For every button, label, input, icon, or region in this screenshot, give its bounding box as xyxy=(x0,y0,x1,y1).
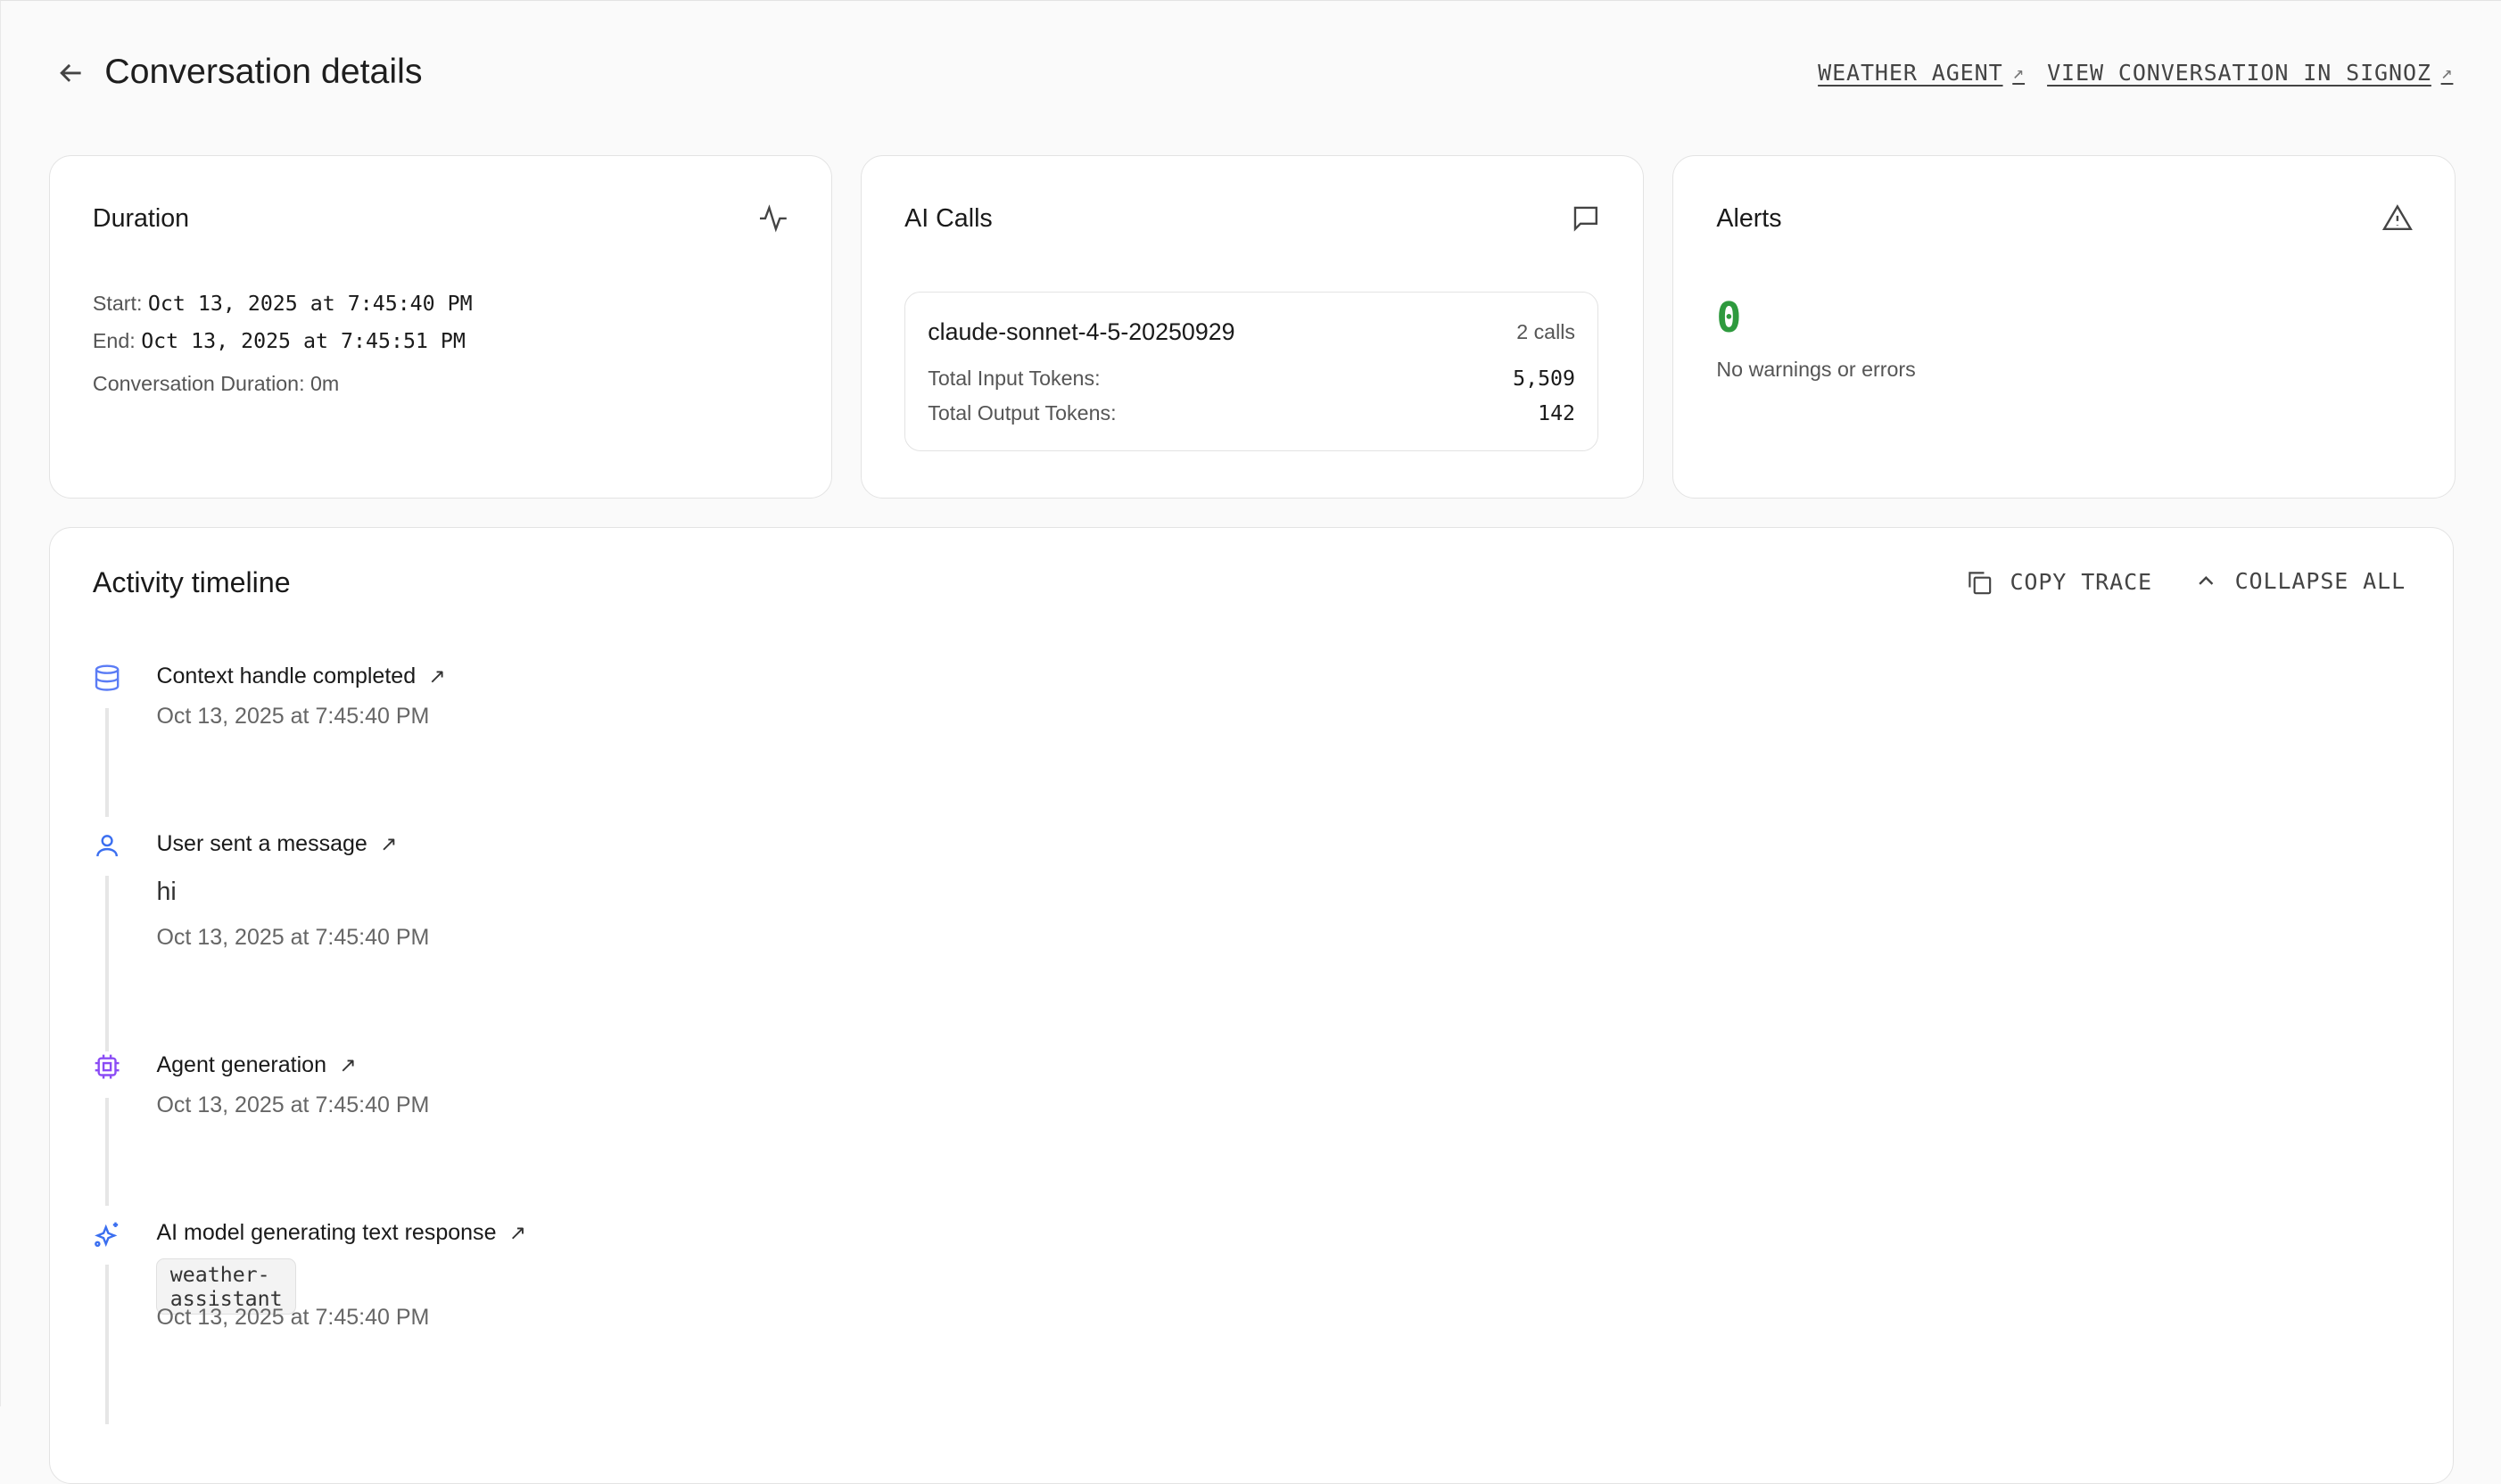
view-in-signoz-link[interactable]: VIEW CONVERSATION IN SIGNOZ ↗ xyxy=(2047,60,2453,86)
event-title-link[interactable]: User sent a message ↗ xyxy=(156,831,397,857)
event-message: hi xyxy=(156,877,177,906)
ai-calls-title: AI Calls xyxy=(904,204,993,234)
event-time: Oct 13, 2025 at 7:45:40 PM xyxy=(156,703,430,729)
model-usage-box: claude-sonnet-4-5-20250929 2 calls Total… xyxy=(904,292,1599,452)
start-row: Start: Oct 13, 2025 at 7:45:40 PM xyxy=(93,292,473,316)
event-time: Oct 13, 2025 at 7:45:40 PM xyxy=(156,925,430,951)
view-in-signoz-label: VIEW CONVERSATION IN SIGNOZ xyxy=(2047,60,2431,87)
copy-trace-button[interactable]: COPY TRACE xyxy=(1965,568,2152,597)
event-title-link[interactable]: AI model generating text response ↗ xyxy=(156,1220,526,1246)
alerts-card: Alerts 0 No warnings or errors xyxy=(1672,155,2456,499)
collapse-all-button[interactable]: COLLAPSE ALL xyxy=(2193,568,2406,594)
conversation-duration: Conversation Duration: 0m xyxy=(92,371,340,395)
timeline-title: Activity timeline xyxy=(92,566,291,599)
header-links: WEATHER AGENT ↗ VIEW CONVERSATION IN SIGN… xyxy=(1818,60,2453,86)
warning-triangle-icon xyxy=(2381,204,2413,231)
arrow-up-right-icon: ↗ xyxy=(428,664,446,688)
start-label: Start: xyxy=(92,292,143,316)
copy-icon xyxy=(1969,572,1992,595)
weather-agent-label: WEATHER AGENT xyxy=(1818,60,2003,87)
duration-title: Duration xyxy=(92,204,190,234)
sparkles-icon xyxy=(95,1222,119,1248)
event-time: Oct 13, 2025 at 7:45:40 PM xyxy=(156,1092,430,1118)
end-value: Oct 13, 2025 at 7:45:51 PM xyxy=(141,328,466,353)
input-tokens-value: 5,509 xyxy=(1513,366,1576,391)
event-title: Agent generation xyxy=(156,1052,327,1078)
timeline-connector xyxy=(105,708,109,817)
chevron-up-icon xyxy=(2199,576,2214,585)
copy-trace-label: COPY TRACE xyxy=(2010,569,2152,596)
event-title-link[interactable]: Context handle completed ↗ xyxy=(156,664,445,689)
activity-timeline-card: Activity timeline COPY TRACE COLLAPSE AL… xyxy=(48,527,2455,1484)
start-value: Oct 13, 2025 at 7:45:40 PM xyxy=(147,292,473,317)
arrow-up-right-icon: ↗ xyxy=(380,831,398,855)
end-label: End: xyxy=(92,328,136,352)
alert-count: 0 xyxy=(1716,293,1742,342)
alerts-title: Alerts xyxy=(1716,204,1782,234)
ai-calls-card: AI Calls claude-sonnet-4-5-20250929 2 ca… xyxy=(860,155,1644,499)
event-title: User sent a message xyxy=(156,830,367,856)
event-title-link[interactable]: Agent generation ↗ xyxy=(156,1052,356,1078)
arrow-up-right-icon: ↗ xyxy=(339,1053,357,1077)
arrow-up-right-icon: ↗ xyxy=(508,1221,527,1245)
end-row: End: Oct 13, 2025 at 7:45:51 PM xyxy=(93,329,466,353)
input-tokens-label: Total Input Tokens: xyxy=(928,366,1101,390)
activity-icon xyxy=(760,204,788,233)
back-arrow-icon[interactable] xyxy=(55,57,87,89)
external-link-icon: ↗ xyxy=(2012,62,2026,85)
output-tokens-label: Total Output Tokens: xyxy=(928,401,1117,425)
agent-tag: weather-assistant xyxy=(156,1258,296,1315)
alerts-message: No warnings or errors xyxy=(1716,357,1916,381)
external-link-icon: ↗ xyxy=(2440,62,2454,85)
cpu-icon xyxy=(95,1055,120,1079)
timeline-connector xyxy=(105,875,109,1051)
database-icon xyxy=(95,664,120,691)
collapse-all-label: COLLAPSE ALL xyxy=(2234,567,2406,594)
event-time: Oct 13, 2025 at 7:45:40 PM xyxy=(156,1305,430,1330)
message-square-icon xyxy=(1573,207,1597,232)
timeline-connector xyxy=(105,1265,109,1425)
output-tokens-value: 142 xyxy=(1538,401,1576,426)
call-count: 2 calls xyxy=(1516,319,1576,343)
duration-card: Duration Start: Oct 13, 2025 at 7:45:40 … xyxy=(48,155,832,499)
user-icon xyxy=(96,835,118,857)
event-title: Context handle completed xyxy=(156,664,417,689)
weather-agent-link[interactable]: WEATHER AGENT ↗ xyxy=(1818,60,2025,86)
timeline-connector xyxy=(105,1097,109,1207)
page-title: Conversation details xyxy=(104,52,423,92)
event-title: AI model generating text response xyxy=(156,1220,497,1246)
model-name: claude-sonnet-4-5-20250929 xyxy=(928,318,1235,346)
